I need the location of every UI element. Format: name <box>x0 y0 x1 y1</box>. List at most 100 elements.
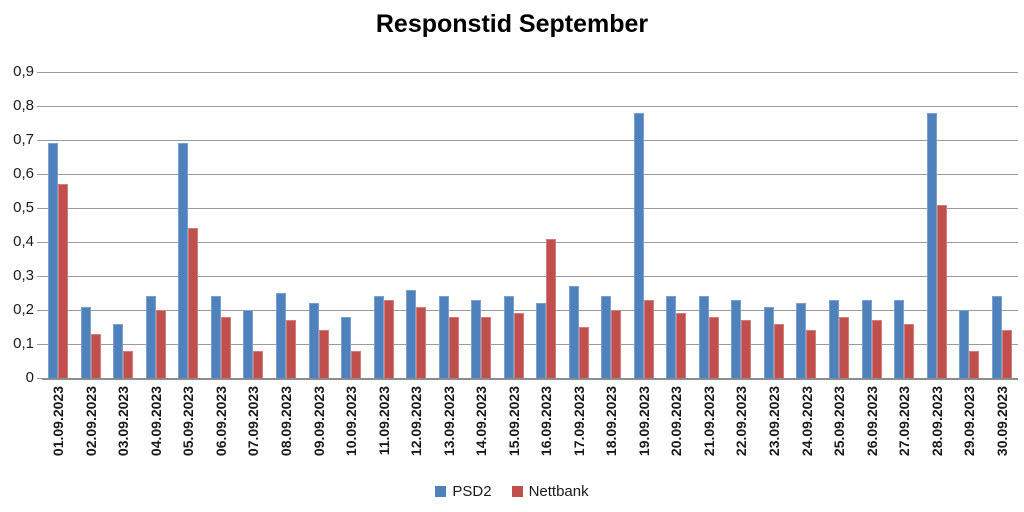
bar-psd2-27.09.2023 <box>894 299 905 378</box>
x-axis-label-wrap: 29.09.2023 <box>959 386 979 456</box>
y-axis-tick <box>37 344 42 345</box>
y-axis-label: 0,9 <box>13 63 34 80</box>
bar-psd2-03.09.2023 <box>113 323 124 378</box>
bar-psd2-08.09.2023 <box>275 293 286 378</box>
bar-nettbank-17.09.2023 <box>578 327 589 378</box>
x-axis-label: 10.09.2023 <box>343 386 360 457</box>
bar-psd2-10.09.2023 <box>341 316 352 378</box>
bar-psd2-16.09.2023 <box>536 303 547 378</box>
y-axis-tick <box>37 72 42 73</box>
bar-group <box>270 72 303 378</box>
bar-psd2-01.09.2023 <box>48 143 59 378</box>
bar-nettbank-21.09.2023 <box>708 316 719 378</box>
gridline <box>42 208 1018 209</box>
x-axis-label-wrap: 16.09.2023 <box>536 386 556 456</box>
bar-group <box>140 72 173 378</box>
bar-group <box>563 72 596 378</box>
bar-psd2-11.09.2023 <box>373 296 384 378</box>
bar-nettbank-03.09.2023 <box>123 350 134 378</box>
x-axis-label: 11.09.2023 <box>375 386 392 456</box>
x-axis-label: 15.09.2023 <box>505 386 522 457</box>
bar-psd2-23.09.2023 <box>763 306 774 378</box>
x-axis-label-wrap: 24.09.2023 <box>797 386 817 456</box>
bar-nettbank-22.09.2023 <box>741 320 752 378</box>
gridline <box>42 174 1018 175</box>
x-axis-label-wrap: 07.09.2023 <box>243 386 263 456</box>
bar-psd2-07.09.2023 <box>243 310 254 378</box>
bar-nettbank-25.09.2023 <box>839 316 850 378</box>
bar-group <box>888 72 921 378</box>
bar-group <box>823 72 856 378</box>
bar-nettbank-15.09.2023 <box>513 313 524 378</box>
bar-nettbank-18.09.2023 <box>611 310 622 378</box>
x-axis-label: 26.09.2023 <box>863 386 880 457</box>
x-axis-label: 13.09.2023 <box>440 386 457 457</box>
y-axis-tick <box>37 310 42 311</box>
bar-group <box>42 72 75 378</box>
x-axis-label: 18.09.2023 <box>603 386 620 457</box>
bar-psd2-29.09.2023 <box>959 310 970 378</box>
x-axis-label: 08.09.2023 <box>278 386 294 457</box>
gridline <box>42 344 1018 345</box>
x-axis-label: 25.09.2023 <box>831 386 848 457</box>
x-axis-label: 28.09.2023 <box>928 386 945 457</box>
legend-item-nettbank: Nettbank <box>511 483 589 500</box>
y-axis-label: 0,8 <box>13 97 34 114</box>
bar-psd2-19.09.2023 <box>633 112 644 378</box>
bar-group <box>530 72 563 378</box>
x-axis-label-wrap: 23.09.2023 <box>764 386 784 456</box>
bar-group <box>367 72 400 378</box>
y-axis-tick <box>37 242 42 243</box>
x-axis-label: 03.09.2023 <box>115 386 132 457</box>
x-axis-label-wrap: 17.09.2023 <box>569 386 589 456</box>
bar-psd2-14.09.2023 <box>471 299 482 378</box>
bar-group <box>758 72 791 378</box>
bar-nettbank-30.09.2023 <box>1001 330 1012 378</box>
y-axis-tick <box>37 174 42 175</box>
bar-psd2-09.09.2023 <box>308 303 319 378</box>
y-axis-label: 0,4 <box>13 233 34 250</box>
x-axis-label: 14.09.2023 <box>473 386 490 457</box>
bar-nettbank-20.09.2023 <box>676 313 687 378</box>
bar-psd2-20.09.2023 <box>666 296 677 378</box>
bar-group <box>205 72 238 378</box>
y-axis-label: 0,6 <box>13 165 34 182</box>
bar-nettbank-13.09.2023 <box>448 316 459 378</box>
bar-nettbank-04.09.2023 <box>155 310 166 378</box>
bar-nettbank-02.09.2023 <box>90 333 101 378</box>
bar-nettbank-07.09.2023 <box>253 350 264 378</box>
bar-group <box>75 72 108 378</box>
y-axis-label: 0,2 <box>13 301 34 318</box>
x-axis-label: 06.09.2023 <box>212 386 229 457</box>
legend-label: PSD2 <box>452 483 492 500</box>
gridline <box>42 242 1018 243</box>
x-axis-label-wrap: 03.09.2023 <box>113 386 133 456</box>
y-axis-tick <box>37 276 42 277</box>
y-axis-label: 0 <box>25 369 34 386</box>
bar-nettbank-29.09.2023 <box>969 350 980 378</box>
x-axis-label-wrap: 14.09.2023 <box>471 386 491 456</box>
bar-psd2-02.09.2023 <box>80 306 91 378</box>
bar-nettbank-11.09.2023 <box>383 299 394 378</box>
legend-label: Nettbank <box>528 483 589 500</box>
bar-group <box>985 72 1018 378</box>
bar-nettbank-28.09.2023 <box>936 204 947 378</box>
bar-nettbank-09.09.2023 <box>318 330 329 378</box>
bar-nettbank-27.09.2023 <box>904 323 915 378</box>
x-axis-label: 09.09.2023 <box>310 386 327 457</box>
x-axis-label-wrap: 27.09.2023 <box>894 386 914 456</box>
bar-psd2-30.09.2023 <box>991 296 1002 378</box>
bar-nettbank-26.09.2023 <box>871 320 882 378</box>
x-axis-label-wrap: 01.09.2023 <box>48 386 68 456</box>
legend: PSD2 Nettbank <box>0 483 1024 500</box>
bar-psd2-18.09.2023 <box>601 296 612 378</box>
bar-nettbank-05.09.2023 <box>188 228 199 378</box>
bar-group <box>660 72 693 378</box>
x-axis-label-wrap: 21.09.2023 <box>699 386 719 456</box>
x-axis-label: 16.09.2023 <box>538 386 555 457</box>
bar-group <box>400 72 433 378</box>
bar-group <box>628 72 661 378</box>
bar-group <box>595 72 628 378</box>
bar-group <box>693 72 726 378</box>
bar-nettbank-24.09.2023 <box>806 330 817 378</box>
